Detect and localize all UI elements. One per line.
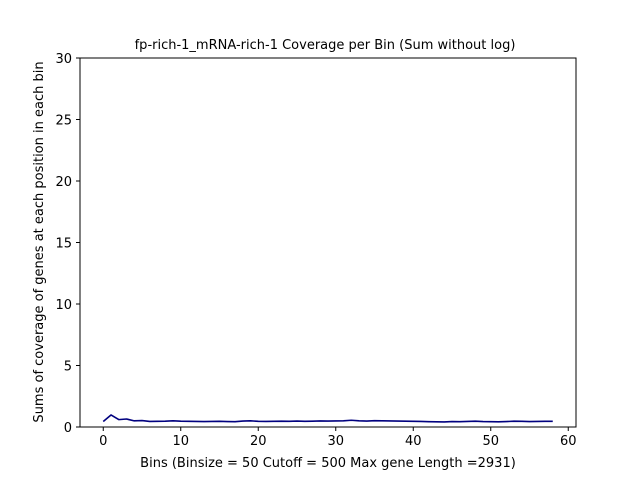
y-tick-label: 15: [55, 237, 72, 252]
y-tick-label: 25: [55, 114, 72, 129]
y-tick-label: 20: [55, 175, 72, 190]
y-tick-label: 30: [55, 52, 72, 67]
y-tick-label: 10: [55, 298, 72, 313]
x-tick-label: 0: [99, 434, 107, 449]
x-axis: 0 10 20 30 40 50 60: [99, 427, 577, 449]
x-tick-label: 30: [327, 434, 344, 449]
x-tick-label: 40: [405, 434, 422, 449]
x-tick-label: 20: [250, 434, 267, 449]
x-tick-label: 10: [172, 434, 189, 449]
y-axis-label: Sums of coverage of genes at each positi…: [32, 61, 47, 422]
x-tick-label: 60: [560, 434, 577, 449]
chart-title: fp-rich-1_mRNA-rich-1 Coverage per Bin (…: [135, 38, 516, 53]
y-tick-label: 5: [64, 360, 72, 375]
series-line-0: [102, 414, 553, 423]
y-tick-label: 0: [64, 421, 72, 436]
plot-area: [102, 414, 553, 423]
x-axis-label: Bins (Binsize = 50 Cutoff = 500 Max gene…: [140, 456, 516, 471]
x-tick-label: 50: [482, 434, 499, 449]
y-axis: 0 5 10 15 20 25 30: [55, 52, 80, 436]
